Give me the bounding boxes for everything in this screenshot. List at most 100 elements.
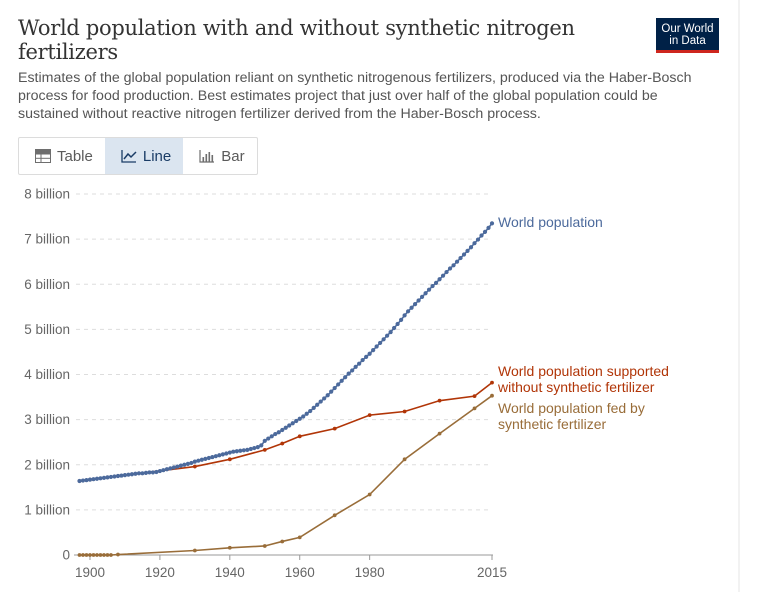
data-point-fed [91,553,96,557]
data-point-world [339,378,344,383]
x-tick-label: 1940 [215,565,245,580]
y-tick-label: 7 billion [24,232,70,247]
data-point-world [196,458,201,463]
y-tick-label: 2 billion [24,457,70,472]
series-label-fed: synthetic fertilizer [498,416,606,432]
data-point-world [412,302,418,307]
data-point-world [325,393,330,398]
data-point-world [360,357,365,363]
data-point-world [332,385,337,391]
data-point-without [437,398,442,403]
data-point-world [437,277,442,282]
data-point-without [192,464,197,469]
data-point-world [143,470,149,475]
data-point-without [367,413,372,418]
data-point-world [287,423,292,428]
data-point-without [280,441,285,446]
data-point-fed [88,553,92,557]
data-point-world [224,451,229,456]
data-point-world [395,321,400,327]
series-label-world: World population [498,214,603,230]
y-tick-label: 5 billion [24,322,70,337]
data-point-world [231,449,236,454]
data-point-fed [472,406,477,411]
data-point-world [259,443,264,448]
data-point-fed [98,553,103,557]
x-tick-label: 1960 [285,565,315,580]
data-point-world [392,325,397,331]
data-point-world [178,463,183,468]
data-point-world [318,399,323,404]
data-point-without [490,380,494,385]
data-point-world [346,371,351,376]
data-point-world [213,454,218,459]
data-point-world [486,225,491,230]
data-point-world [126,472,131,477]
data-point-world [147,470,152,475]
data-point-world [238,448,243,453]
data-point-world [245,447,250,452]
data-point-world [80,478,86,483]
data-point-world [444,269,449,275]
x-tick-label: 1980 [355,565,385,580]
data-point-world [416,298,421,303]
data-point-world [371,348,376,353]
data-point-world [367,351,372,356]
chart-title: World population with and without synthe… [18,16,575,64]
y-tick-label: 8 billion [24,187,70,202]
data-point-world [154,469,159,475]
data-point-world [343,375,348,380]
data-point-world [136,471,142,476]
data-point-world [84,477,89,483]
data-point-world [364,354,369,360]
data-point-world [220,452,225,457]
data-point-world [350,368,355,373]
owid-logo[interactable]: Our World in Data [656,18,719,53]
data-point-world [255,445,260,450]
data-point-world [406,309,411,314]
data-point-fed [437,431,442,436]
data-point-world [475,237,481,242]
data-point-world [252,445,257,451]
data-point-fed [490,393,494,398]
data-point-fed [81,553,85,557]
x-tick-label: 2015 [477,565,507,580]
data-point-world [301,414,306,419]
data-point-world [315,402,320,407]
data-point-world [168,466,173,471]
data-point-world [385,333,390,338]
data-point-without [262,447,267,452]
data-point-fed [77,553,82,557]
data-point-world [465,248,470,253]
data-point-world [108,474,114,480]
tab-table[interactable]: Table [19,138,105,174]
data-point-world [283,425,288,430]
line-chart-icon [121,150,137,163]
data-point-world [482,229,488,235]
tab-line[interactable]: Line [104,138,184,174]
data-point-world [199,457,204,462]
logo-line-2: in Data [669,35,706,47]
data-point-world [433,280,439,285]
data-point-without [227,457,232,462]
data-point-fed [116,552,120,557]
tab-bar[interactable]: Bar [183,138,256,174]
data-point-world [217,453,222,458]
y-tick-label: 0 [62,548,70,563]
data-point-world [440,273,446,278]
data-point-world [241,448,246,453]
data-point-world [472,241,477,246]
data-point-world [430,283,435,289]
data-point-world [182,462,187,467]
data-point-world [399,317,404,322]
series-line-without [79,381,493,482]
bar-chart-icon [199,150,215,163]
data-point-world [192,459,197,464]
data-point-fed [367,492,372,497]
data-point-world [276,430,281,435]
data-point-world [273,431,278,437]
data-point-world [91,477,96,482]
data-point-world [87,477,93,482]
data-point-fed [227,545,232,550]
